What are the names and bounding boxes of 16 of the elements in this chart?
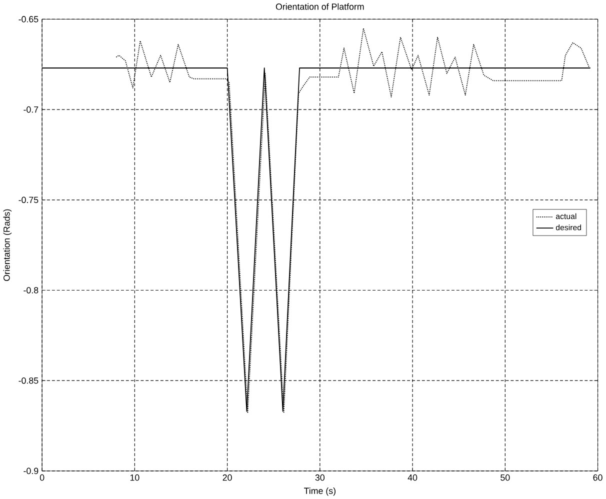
x-tick-label: 40: [408, 474, 418, 481]
x-tick-label: 0: [40, 474, 44, 481]
y-tick-label: -0.75: [18, 196, 38, 204]
y-tick-label: -0.9: [24, 468, 38, 474]
x-axis-title: Time (s): [304, 487, 336, 496]
y-tick-label: -0.7: [24, 106, 38, 113]
x-tick-label: 50: [500, 474, 510, 481]
y-axis-title: Orientation (Rads): [3, 209, 12, 281]
x-tick-label: 10: [130, 474, 140, 481]
y-tick-label: -0.8: [24, 287, 38, 294]
x-tick-label: 30: [315, 474, 325, 481]
x-tick-label: 60: [593, 474, 602, 481]
x-tick-label: 20: [222, 474, 232, 481]
y-tick-label: -0.85: [18, 377, 38, 384]
chart-title: Orientation of Platform: [276, 3, 364, 10]
y-tick-label: -0.65: [18, 16, 38, 22]
